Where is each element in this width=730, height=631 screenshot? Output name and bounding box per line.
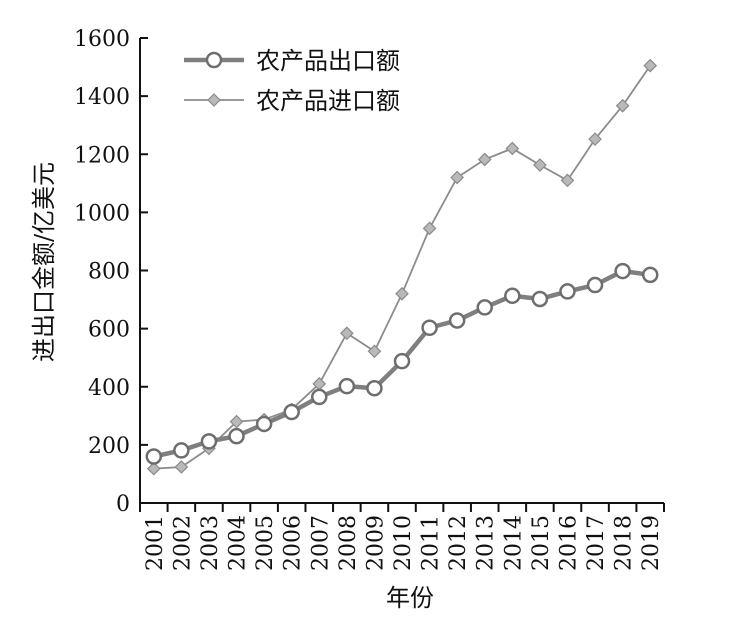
y-tick-label: 1200 xyxy=(74,143,130,168)
data-point xyxy=(643,58,658,73)
data-point xyxy=(448,312,466,329)
data-point xyxy=(395,286,409,301)
x-tick-label: 2014 xyxy=(501,515,526,571)
x-tick-label: 2011 xyxy=(419,515,444,571)
y-tick-label: 400 xyxy=(88,376,130,401)
legend-marker xyxy=(207,93,221,107)
data-point xyxy=(615,98,630,113)
data-point xyxy=(586,276,604,294)
x-tick-label: 2016 xyxy=(556,515,581,571)
x-tick-label: 2003 xyxy=(198,515,223,571)
data-point xyxy=(559,283,576,300)
data-point xyxy=(173,442,190,459)
data-point xyxy=(588,132,602,146)
data-point xyxy=(421,319,438,337)
data-point xyxy=(367,344,382,359)
data-point xyxy=(450,170,465,185)
data-point xyxy=(560,173,575,188)
y-tick-label: 1000 xyxy=(74,201,130,226)
legend-item: 农产品出口额 xyxy=(184,47,400,75)
x-tick-label: 2006 xyxy=(281,515,306,571)
y-axis-title: 进出口金额/亿美元 xyxy=(30,162,58,362)
series-export xyxy=(145,262,659,465)
data-point xyxy=(422,221,437,236)
data-point xyxy=(200,433,218,450)
x-tick-label: 2002 xyxy=(170,515,195,571)
data-point xyxy=(145,448,163,465)
legend-label: 农产品出口额 xyxy=(256,47,400,75)
x-tick-label: 2013 xyxy=(474,515,499,571)
data-point xyxy=(614,262,631,280)
data-point xyxy=(531,290,549,308)
legend-item: 农产品进口额 xyxy=(184,87,400,115)
data-point xyxy=(366,379,383,397)
y-tick-label: 1600 xyxy=(74,27,130,52)
data-point xyxy=(228,427,245,445)
x-tick-label: 2015 xyxy=(529,515,554,571)
series-import xyxy=(146,58,658,476)
x-tick-label: 2017 xyxy=(584,515,609,571)
data-point xyxy=(393,352,411,370)
legend-marker xyxy=(205,51,223,69)
data-point xyxy=(505,141,520,156)
axes xyxy=(139,38,664,504)
x-tick-label: 2005 xyxy=(253,515,278,571)
data-point xyxy=(641,266,659,284)
x-tick-label: 2001 xyxy=(143,515,168,571)
y-tick-label: 200 xyxy=(88,434,130,459)
data-point xyxy=(146,461,161,476)
y-tick-label: 600 xyxy=(88,318,130,343)
data-point xyxy=(533,158,547,172)
y-tick-label: 0 xyxy=(116,492,130,517)
y-tick-label: 800 xyxy=(88,260,130,285)
data-point xyxy=(255,415,273,433)
x-tick-label: 2004 xyxy=(226,515,251,571)
data-point xyxy=(477,152,492,167)
series-line xyxy=(153,65,651,470)
data-point xyxy=(338,377,356,395)
data-point xyxy=(504,287,521,305)
x-tick-label: 2009 xyxy=(363,515,388,571)
x-tick-label: 2018 xyxy=(612,515,637,571)
legend-label: 农产品进口额 xyxy=(256,87,400,115)
x-tick-label: 2007 xyxy=(308,515,333,571)
y-tick-label: 1400 xyxy=(74,85,130,110)
data-point xyxy=(339,326,354,341)
data-point xyxy=(174,460,189,474)
data-point xyxy=(283,403,300,421)
data-series xyxy=(145,58,659,476)
x-tick-label: 2010 xyxy=(391,515,416,571)
x-tick-label: 2008 xyxy=(336,515,361,571)
x-axis-title: 年份 xyxy=(386,584,434,612)
data-point xyxy=(311,388,328,406)
x-tick-label: 2012 xyxy=(446,515,471,571)
x-tick-label: 2019 xyxy=(639,515,664,571)
data-point xyxy=(476,299,493,316)
data-point xyxy=(229,414,244,429)
